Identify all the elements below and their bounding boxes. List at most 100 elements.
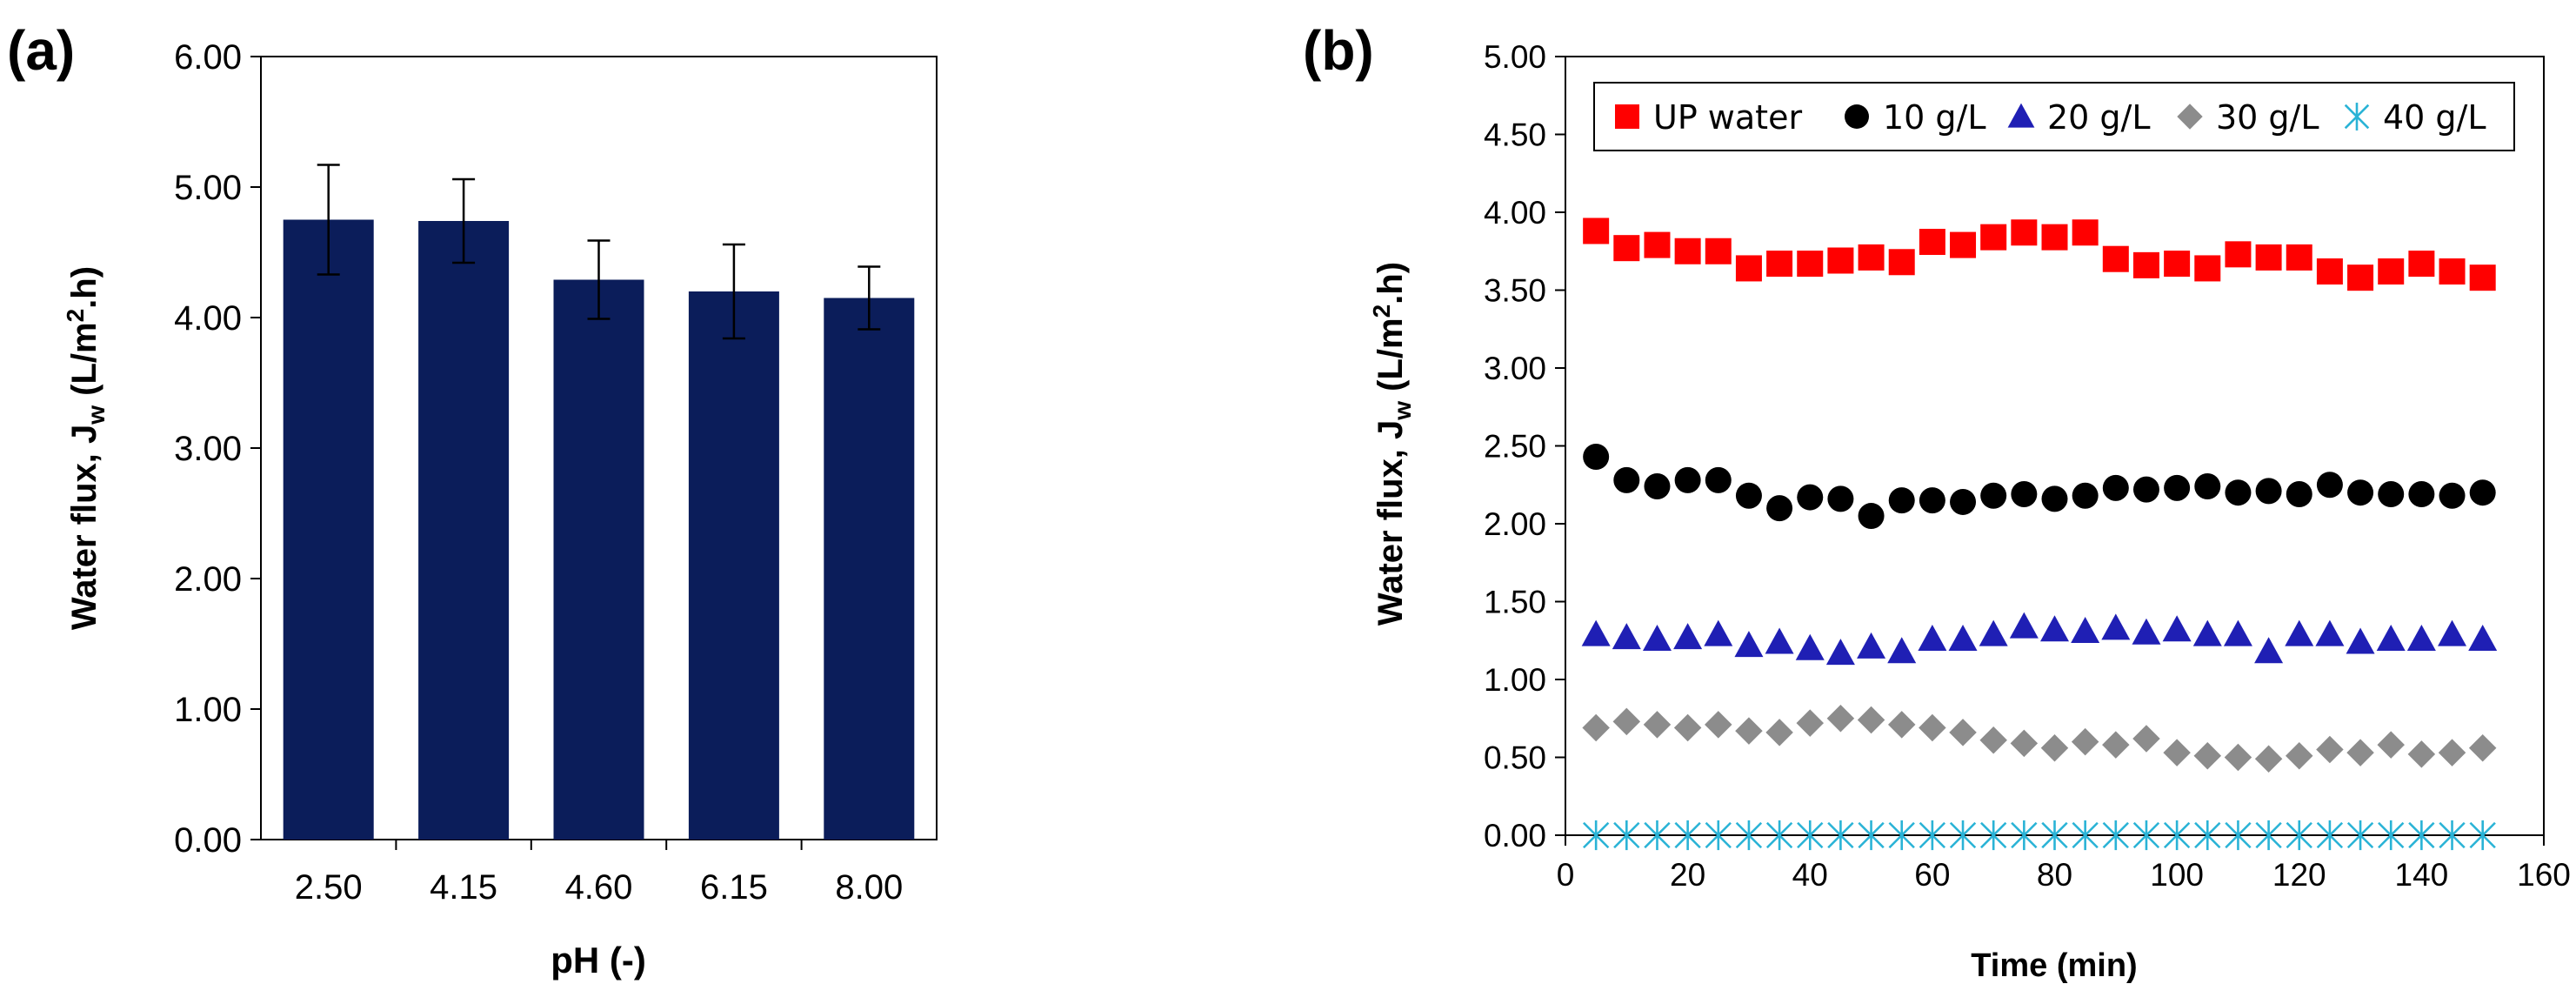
bar — [553, 279, 644, 840]
data-point — [1949, 820, 1977, 851]
data-point — [2193, 741, 2222, 770]
data-point — [1858, 820, 1885, 851]
x-tick-label: 100 — [2150, 857, 2204, 893]
data-point — [2378, 480, 2405, 507]
panel-a-ylabel-main: Water flux, J — [65, 425, 103, 630]
data-point — [2040, 734, 2069, 762]
y-tick-label: 3.50 — [1484, 273, 1546, 309]
data-point — [1583, 218, 1610, 244]
data-point — [1980, 482, 2007, 509]
data-point — [1674, 820, 1701, 851]
data-point — [1827, 485, 1854, 512]
y-tick-label: 1.50 — [1484, 585, 1546, 620]
panel-a-label: (a) — [7, 19, 75, 82]
data-point — [2041, 485, 2068, 512]
panel-a-x-axis: 2.50 4.15 4.60 6.15 8.00 — [295, 840, 903, 907]
data-point — [2164, 474, 2191, 501]
bar — [824, 298, 915, 840]
data-point — [2225, 479, 2252, 506]
x-tick-label: 6.15 — [700, 868, 768, 907]
data-point — [2407, 740, 2436, 768]
data-point — [2192, 619, 2222, 646]
data-point — [1979, 726, 2007, 754]
legend-label: UP water — [1653, 98, 1802, 137]
data-point — [2254, 745, 2283, 773]
data-point — [1735, 482, 1762, 509]
bar — [418, 221, 510, 840]
data-point — [1766, 495, 1793, 522]
data-point — [1613, 235, 1640, 262]
data-point — [2194, 255, 2221, 282]
data-point — [1888, 820, 1915, 851]
data-point — [2101, 613, 2131, 640]
panel-a: (a) 0.00 1.00 2.00 3.00 4.00 5.00 6.00 2.50 4.1… — [7, 19, 938, 981]
data-point — [2255, 820, 2282, 851]
data-point — [1980, 224, 2007, 251]
data-point — [1583, 444, 1610, 471]
data-point — [2010, 729, 2039, 758]
panel-b-series — [1581, 218, 2498, 851]
data-point — [2468, 734, 2497, 762]
series-30-g-l — [1582, 705, 2497, 773]
bar — [688, 291, 779, 840]
y-tick-label: 1.00 — [1484, 662, 1546, 698]
data-point — [2286, 741, 2313, 770]
data-point — [1644, 231, 1671, 258]
data-point — [2377, 731, 2405, 759]
data-point — [1612, 707, 1641, 736]
y-tick-label: 4.00 — [174, 299, 242, 338]
data-point — [2102, 731, 2130, 759]
panel-a-bars — [283, 164, 915, 840]
panel-b-ylabel-unit-sup: 2 — [1368, 305, 1395, 318]
data-point — [2438, 739, 2466, 766]
data-point — [2071, 617, 2100, 644]
data-point — [1948, 624, 1978, 651]
data-point — [1857, 706, 1885, 734]
series-up-water — [1583, 218, 2496, 291]
data-point — [2194, 820, 2221, 851]
data-point — [1825, 639, 1855, 666]
data-point — [2406, 624, 2436, 651]
data-point — [1950, 488, 1977, 515]
data-point — [1705, 238, 1732, 264]
y-tick-label: 2.00 — [1484, 506, 1546, 542]
x-tick-label: 20 — [1670, 857, 1705, 893]
panel-b: (b) 0.00 0.50 1.00 1.50 2.00 2.50 3.00 3.50 4.00… — [1303, 19, 2571, 984]
data-point — [2315, 619, 2345, 646]
y-tick-label: 1.00 — [174, 691, 242, 729]
data-point — [1765, 719, 1793, 746]
data-point — [2225, 241, 2252, 268]
data-point — [2286, 244, 2312, 271]
data-point — [2102, 474, 2129, 501]
panel-a-y-axis: 0.00 1.00 2.00 3.00 4.00 5.00 6.00 — [174, 38, 261, 860]
data-point — [1980, 820, 2007, 851]
legend-items: UP water 10 g/L 20 g/L 30 g/L 40 g/L — [1615, 98, 2486, 137]
data-point — [2346, 820, 2374, 851]
data-point — [1734, 631, 1764, 658]
y-tick-label: 0.50 — [1484, 740, 1546, 776]
data-point — [1674, 466, 1701, 493]
data-point — [1797, 484, 1824, 511]
panel-a-y-axis-title: Water flux, Jw (L/m2.h) — [62, 266, 110, 630]
data-point — [2376, 624, 2406, 651]
data-point — [2072, 219, 2099, 246]
data-point — [1950, 231, 1977, 258]
data-point — [1887, 637, 1917, 664]
data-point — [1857, 632, 1886, 659]
legend-box — [1593, 82, 2515, 151]
data-point — [1582, 713, 1610, 742]
legend-marker — [2007, 103, 2035, 128]
data-point — [1797, 251, 1824, 278]
x-tick-label: 4.15 — [430, 868, 497, 907]
data-point — [1949, 719, 1977, 746]
data-point — [2439, 258, 2466, 285]
data-point — [2468, 624, 2498, 651]
data-point — [2102, 820, 2129, 851]
data-point — [1919, 820, 1946, 851]
y-tick-label: 0.00 — [174, 821, 242, 860]
data-point — [2439, 820, 2466, 851]
data-point — [2316, 735, 2344, 764]
y-tick-label: 3.00 — [1484, 351, 1546, 386]
data-point — [1918, 624, 1947, 651]
data-point — [2408, 820, 2435, 851]
